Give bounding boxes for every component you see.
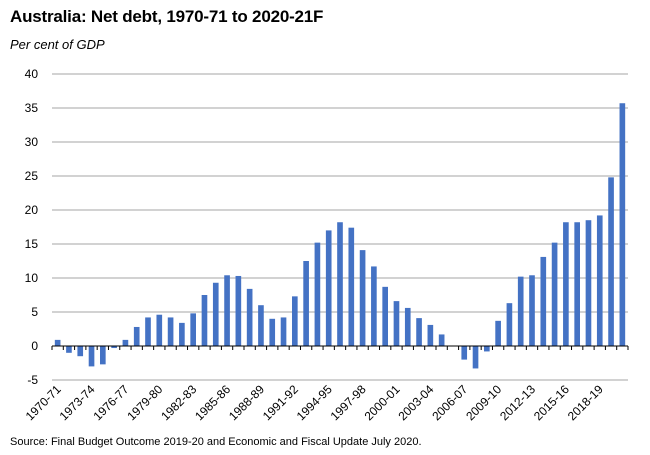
bar [88, 346, 95, 367]
bar [393, 301, 400, 346]
y-tick-label: 25 [25, 169, 39, 183]
x-tick-label: 1988-89 [226, 382, 267, 423]
bar [540, 256, 547, 346]
bar [325, 230, 332, 346]
bar [563, 222, 569, 346]
bar [201, 295, 208, 346]
bar [495, 320, 501, 346]
y-tick-label: 35 [25, 101, 39, 115]
y-tick-label: 15 [25, 237, 39, 251]
bar [608, 177, 614, 346]
bar [348, 227, 355, 346]
bar [292, 296, 298, 346]
bar [359, 250, 366, 346]
y-tick-label: 40 [25, 67, 39, 81]
x-tick-label: 2006-07 [429, 382, 470, 423]
y-tick-label: -5 [27, 373, 38, 387]
bar [269, 318, 276, 346]
x-tick-label: 1997-98 [328, 382, 369, 423]
bar [167, 317, 174, 346]
bar [314, 242, 321, 346]
x-tick-label: 2015-16 [531, 382, 572, 423]
bar [54, 339, 61, 346]
bar [111, 346, 117, 349]
y-axis-unit-label: Per cent of GDP [10, 37, 105, 52]
bar [303, 261, 309, 346]
y-tick-label: 10 [25, 271, 39, 285]
bar [574, 222, 580, 346]
bar [472, 346, 479, 369]
bar [585, 220, 592, 346]
x-tick-label: 1979-80 [124, 382, 165, 423]
bar [619, 103, 626, 347]
bar [224, 275, 230, 346]
net-debt-bar-chart: -505101520253035401970-711973-741976-771… [23, 67, 629, 423]
x-tick-label: 1991-92 [260, 382, 301, 423]
bar [337, 222, 343, 346]
bar [190, 313, 196, 346]
bar [551, 242, 558, 346]
x-tick-label: 2012-13 [497, 382, 538, 423]
bar [212, 282, 219, 346]
bar [529, 275, 535, 346]
bar [371, 266, 377, 346]
bar [100, 346, 106, 365]
x-tick-label: 1982-83 [158, 382, 199, 423]
y-tick-label: 30 [25, 135, 39, 149]
bar [438, 334, 445, 346]
x-tick-label: 1985-86 [192, 382, 233, 423]
bar [235, 275, 242, 346]
y-tick-label: 5 [31, 305, 38, 319]
bar [77, 346, 84, 357]
bar [246, 288, 253, 346]
bar [484, 346, 490, 352]
bar [122, 339, 129, 346]
bar [179, 322, 185, 346]
source-note: Source: Final Budget Outcome 2019-20 and… [10, 436, 422, 448]
bar [416, 318, 422, 346]
bar [156, 314, 163, 346]
x-tick-label: 1976-77 [90, 382, 131, 423]
bar [404, 307, 411, 346]
x-tick-label: 1994-95 [294, 382, 335, 423]
bar [517, 276, 524, 346]
x-tick-label: 1973-74 [57, 382, 98, 423]
x-tick-label: 2003-04 [395, 382, 436, 423]
chart-title: Australia: Net debt, 1970-71 to 2020-21F [10, 7, 324, 26]
bar [382, 286, 388, 346]
x-tick-label: 1970-71 [23, 382, 64, 423]
bar [66, 346, 72, 353]
bar [145, 317, 151, 346]
bar [596, 215, 603, 346]
x-tick-label: 2009-10 [463, 382, 504, 423]
bar [280, 317, 287, 346]
bar [258, 305, 264, 346]
y-tick-label: 20 [25, 203, 39, 217]
bar [506, 303, 513, 346]
bar [461, 346, 468, 360]
bar [427, 324, 434, 346]
bar [133, 326, 140, 346]
x-tick-label: 2000-01 [362, 382, 403, 423]
y-tick-label: 0 [31, 339, 38, 353]
x-tick-label: 2018-19 [565, 382, 606, 423]
